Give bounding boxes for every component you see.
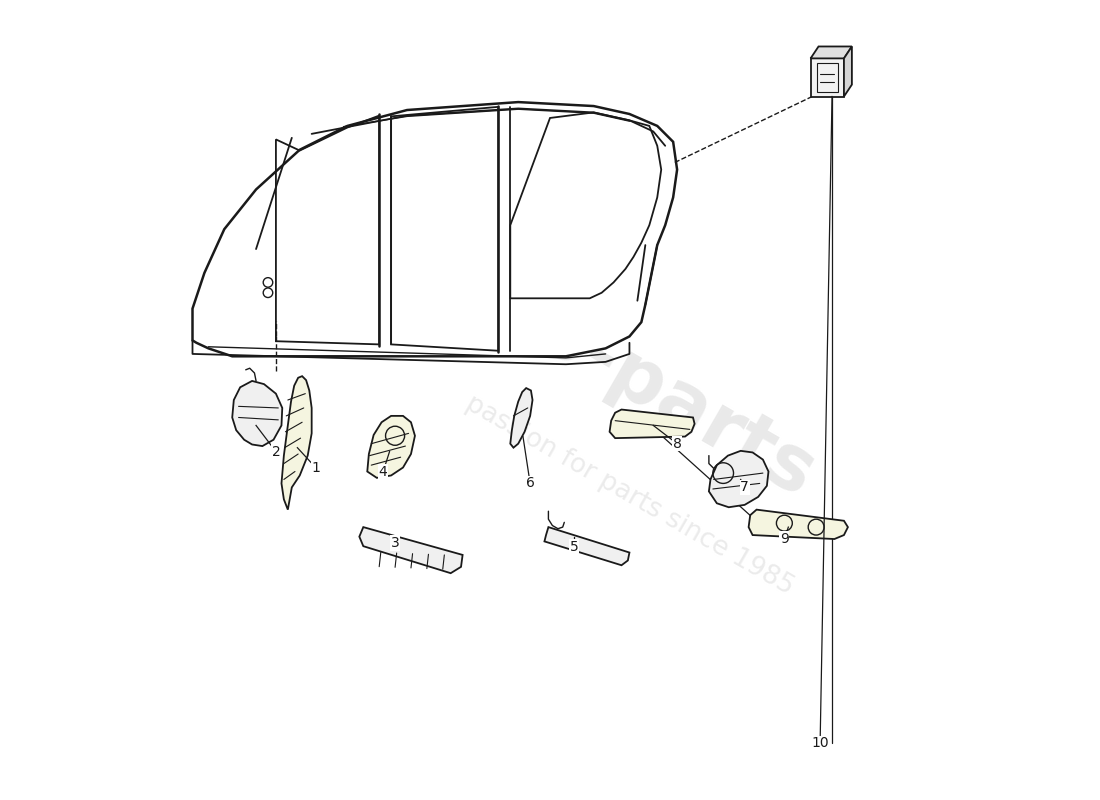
Text: auto-parts: auto-parts [399, 223, 828, 514]
Polygon shape [232, 381, 283, 446]
Text: 9: 9 [780, 532, 789, 546]
Text: passion for parts since 1985: passion for parts since 1985 [461, 390, 799, 600]
Text: 7: 7 [740, 480, 749, 494]
Polygon shape [510, 388, 532, 448]
Text: 2: 2 [272, 445, 280, 458]
Text: 5: 5 [570, 540, 579, 554]
Polygon shape [544, 527, 629, 566]
Polygon shape [282, 376, 311, 510]
Polygon shape [360, 527, 463, 573]
Polygon shape [367, 416, 415, 478]
Polygon shape [811, 46, 851, 58]
Text: 6: 6 [526, 477, 535, 490]
Text: 8: 8 [673, 437, 682, 450]
Polygon shape [844, 46, 851, 97]
Polygon shape [609, 410, 694, 438]
Text: 10: 10 [812, 736, 829, 750]
Polygon shape [811, 58, 844, 97]
Polygon shape [192, 102, 678, 356]
Text: 4: 4 [378, 465, 387, 478]
Polygon shape [708, 451, 769, 507]
Text: 1: 1 [311, 461, 320, 474]
Polygon shape [749, 510, 848, 539]
Text: 3: 3 [390, 536, 399, 550]
